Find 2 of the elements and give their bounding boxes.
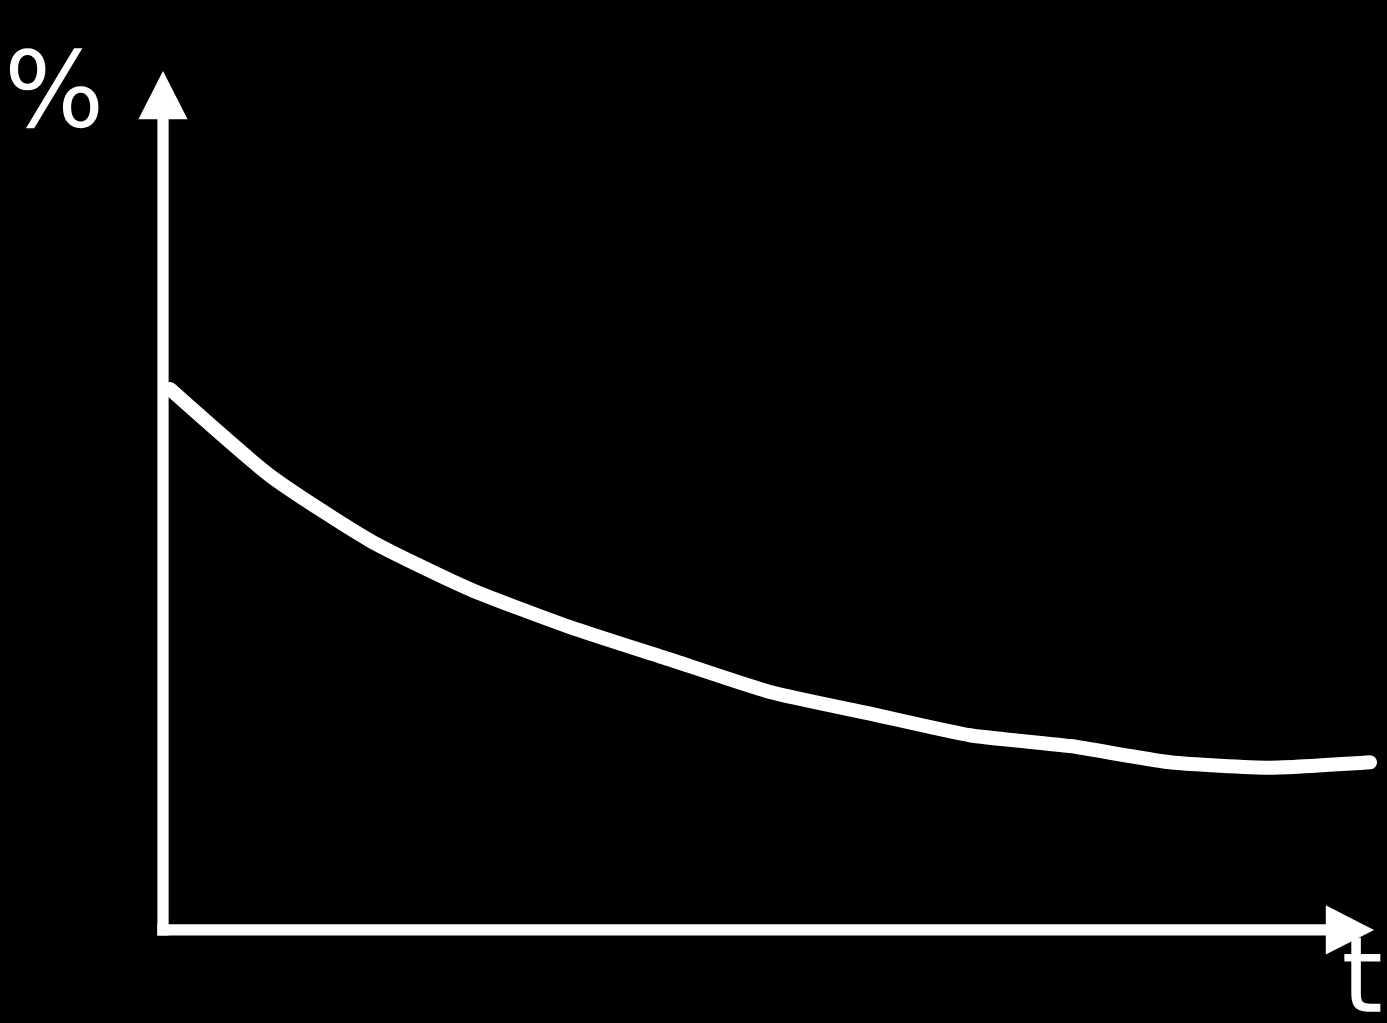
x-axis-title: t — [1344, 937, 1381, 1012]
y-axis-title: % — [9, 48, 99, 129]
